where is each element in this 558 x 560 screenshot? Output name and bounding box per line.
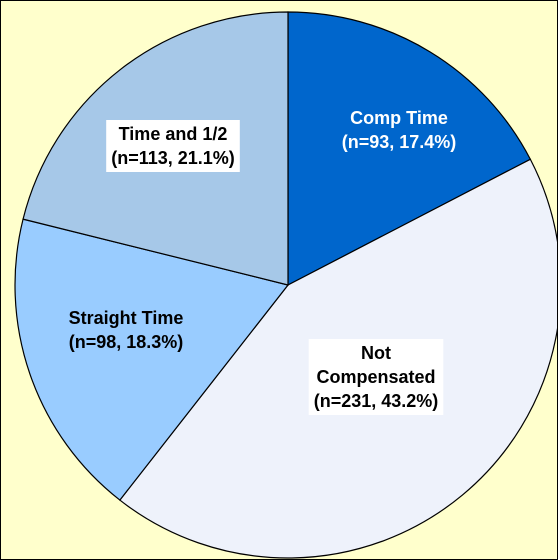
slice-label-group: Comp Time (n=93, 17.4%) — [342, 108, 457, 152]
slice-label-text: Not — [361, 343, 391, 363]
slice-label-group: Not Compensated (n=231, 43.2%) — [308, 339, 444, 415]
slice-label-text: Compensated — [316, 367, 435, 387]
pie-slice-comp-time — [287, 11, 532, 286]
slice-label-text: Time and 1/2 — [119, 124, 228, 144]
slice-label-text: (n=93, 17.4%) — [342, 132, 457, 152]
slice-label-group: Straight Time (n=98, 18.3%) — [69, 308, 184, 352]
slice-label-text: (n=98, 18.3%) — [69, 332, 184, 352]
slice-label-group: Time and 1/2 (n=113, 21.1%) — [106, 120, 240, 172]
slice-label-text: Comp Time — [350, 108, 448, 128]
slice-label-text: (n=231, 43.2%) — [314, 391, 439, 411]
slice-label-text: (n=113, 21.1%) — [111, 148, 235, 168]
slice-label-box — [106, 120, 240, 172]
pie-slice-straight-time — [14, 218, 290, 501]
slice-labels: Comp Time (n=93, 17.4%) Not Compensated (n=2… — [69, 108, 457, 415]
slice-label-box — [308, 339, 444, 415]
pie-slices — [14, 11, 557, 559]
slice-label-text: Straight Time — [69, 308, 184, 328]
